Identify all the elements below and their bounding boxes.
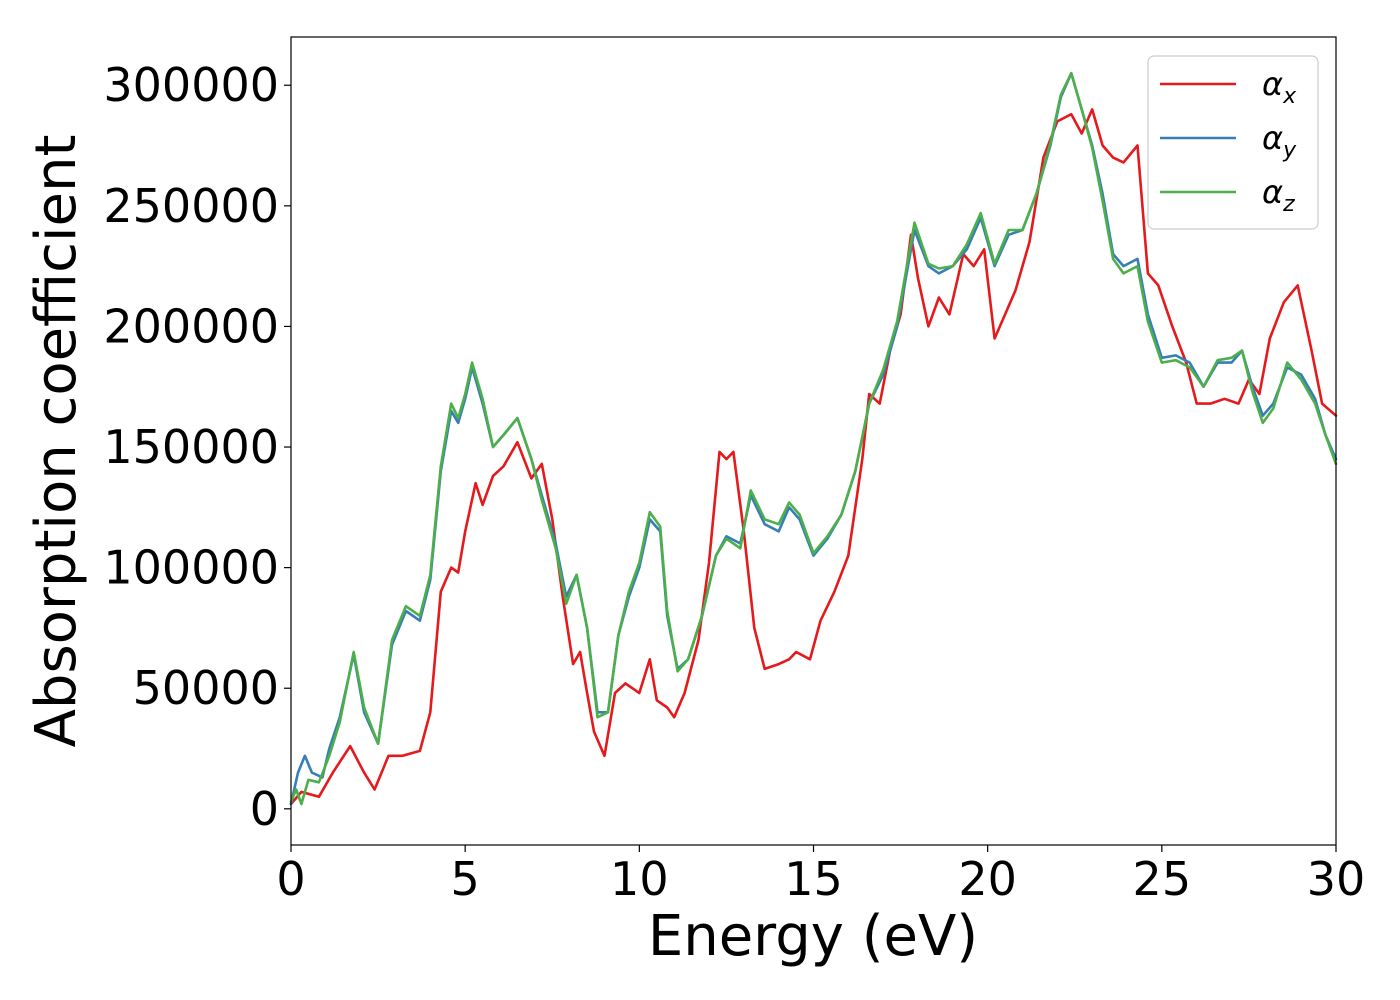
series-line-x (289, 108, 1338, 806)
series-line-z (289, 71, 1338, 806)
legend-label-subscript: z (1282, 192, 1295, 217)
y-tick-label: 50000 (133, 661, 279, 715)
x-tick-label: 30 (1307, 852, 1366, 906)
x-tick-label: 20 (958, 852, 1017, 906)
y-axis-label: Absorption coefficient (24, 135, 89, 748)
x-axis-label: Energy (eV) (648, 904, 978, 969)
x-tick-label: 10 (610, 852, 669, 906)
y-tick-label: 100000 (103, 541, 279, 595)
y-tick-label: 0 (250, 782, 279, 836)
legend-label-y: αy (1262, 119, 1297, 163)
x-tick-label: 0 (276, 852, 305, 906)
legend-label-base: α (1262, 173, 1283, 211)
x-tick-label: 5 (451, 852, 480, 906)
legend-label-base: α (1262, 65, 1283, 103)
x-axis: 0 5 10 15 20 25 30 (276, 845, 1365, 906)
legend-box (1147, 55, 1319, 230)
y-tick-label: 300000 (103, 58, 279, 112)
y-tick-label: 150000 (103, 420, 279, 474)
y-tick-label: 250000 (103, 179, 279, 233)
series-layer (289, 71, 1338, 806)
x-tick-label: 25 (1133, 852, 1192, 906)
legend-label-subscript: x (1282, 84, 1297, 109)
legend-label-x: αx (1262, 65, 1297, 109)
legend-label-base: α (1262, 119, 1283, 157)
y-tick-label: 200000 (103, 299, 279, 353)
legend-label-subscript: y (1282, 138, 1297, 163)
x-tick-label: 15 (784, 852, 843, 906)
legend-label-z: αz (1262, 173, 1295, 217)
y-axis: 0 50000 100000 150000 200000 250000 300000 (103, 58, 291, 836)
